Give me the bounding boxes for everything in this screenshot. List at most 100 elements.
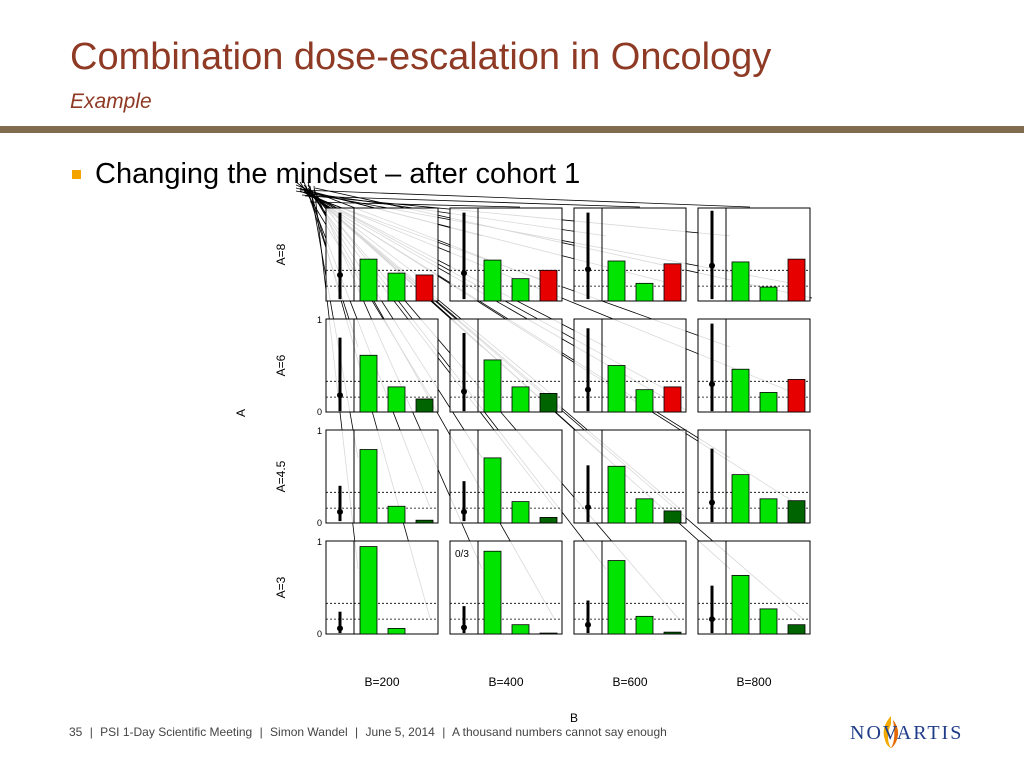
novartis-flame-icon	[883, 716, 899, 748]
bar	[759, 608, 778, 635]
panel-frame	[573, 429, 687, 524]
bullet-text: Changing the mindset – after cohort 1	[95, 158, 581, 190]
panel-frame	[325, 540, 439, 635]
bar	[415, 398, 434, 413]
bar	[511, 624, 530, 635]
bar	[731, 474, 750, 524]
panel	[325, 318, 439, 413]
overlay-line	[299, 189, 751, 208]
bar	[787, 379, 806, 413]
bar	[415, 519, 434, 524]
bar	[511, 501, 530, 524]
y-tick-label: 1	[317, 537, 322, 547]
panel	[449, 429, 563, 524]
bar	[359, 354, 378, 413]
panel	[697, 207, 811, 302]
panel	[697, 318, 811, 413]
bar	[607, 365, 626, 413]
bar	[483, 259, 502, 302]
cohort-label: 0/3	[455, 549, 469, 560]
panel	[449, 207, 563, 302]
bar	[787, 500, 806, 524]
median-point	[709, 499, 715, 506]
panel-frame	[449, 540, 563, 635]
bar	[415, 274, 434, 302]
bar	[731, 368, 750, 413]
panel	[325, 540, 439, 635]
column-label: B=200	[364, 675, 399, 689]
bar	[387, 628, 406, 635]
median-point	[709, 616, 715, 623]
row-label: A=8	[274, 243, 288, 265]
footer-date: June 5, 2014	[365, 725, 435, 739]
column-label: B=400	[488, 675, 523, 689]
panel	[697, 429, 811, 524]
bar	[731, 261, 750, 302]
x-axis-label: B	[570, 711, 578, 725]
bar	[663, 386, 682, 413]
median-point	[337, 508, 343, 515]
panel	[697, 540, 811, 635]
bar	[663, 631, 682, 635]
y-tick-label: 0	[317, 518, 322, 528]
median-point	[585, 386, 591, 393]
bar	[387, 505, 406, 524]
column-label: B=600	[612, 675, 647, 689]
bar	[607, 260, 626, 302]
footer-separator: |	[89, 725, 93, 739]
row-label: A=3	[274, 576, 288, 598]
bar	[539, 517, 558, 524]
bar	[539, 392, 558, 413]
median-point	[709, 262, 715, 269]
bar	[731, 575, 750, 635]
panel-frame	[325, 429, 439, 524]
panel	[325, 429, 439, 524]
bar	[635, 282, 654, 302]
panel	[449, 318, 563, 413]
bar	[539, 269, 558, 302]
row-label: A=4.5	[274, 460, 288, 492]
median-point	[709, 381, 715, 388]
bar	[387, 272, 406, 302]
footer-separator: |	[442, 725, 446, 739]
bar	[359, 258, 378, 302]
footer-separator: |	[259, 725, 263, 739]
bullet-marker	[72, 170, 81, 179]
novartis-logo-text: NOVARTIS	[850, 722, 964, 744]
median-point	[337, 271, 343, 278]
median-point	[585, 504, 591, 511]
title-divider	[0, 126, 1024, 133]
bar	[635, 615, 654, 635]
panel	[573, 207, 687, 302]
median-point	[461, 624, 467, 631]
footer-separator: |	[354, 725, 359, 739]
y-tick-label: 0	[317, 407, 322, 417]
panel	[573, 540, 687, 635]
bar	[635, 389, 654, 413]
bar	[359, 449, 378, 524]
bar	[759, 286, 778, 302]
footer-author: Simon Wandel	[270, 725, 348, 739]
bar	[511, 386, 530, 413]
panel-frame	[449, 429, 563, 524]
chart-labels: A B A=8 A=6 A=4.5 A=3 0 1 0 1 0 1 B=200 B=400 B=600 B…	[234, 243, 772, 725]
bar	[359, 546, 378, 635]
footer-tagline: A thousand numbers cannot say enough	[452, 725, 667, 739]
bar	[787, 258, 806, 302]
overlay-line	[309, 201, 521, 208]
bar	[483, 550, 502, 635]
footer-meeting: PSI 1-Day Scientific Meeting	[100, 725, 253, 739]
median-point	[585, 621, 591, 628]
bar	[759, 498, 778, 524]
bar	[607, 560, 626, 635]
chart-panels	[325, 207, 811, 635]
bar	[759, 392, 778, 413]
row-label: A=6	[274, 354, 288, 376]
panel-frame	[697, 540, 811, 635]
slide-subtitle: Example	[70, 90, 152, 113]
bar	[483, 359, 502, 413]
median-point	[461, 270, 467, 277]
median-point	[337, 625, 343, 632]
panel	[325, 207, 439, 302]
